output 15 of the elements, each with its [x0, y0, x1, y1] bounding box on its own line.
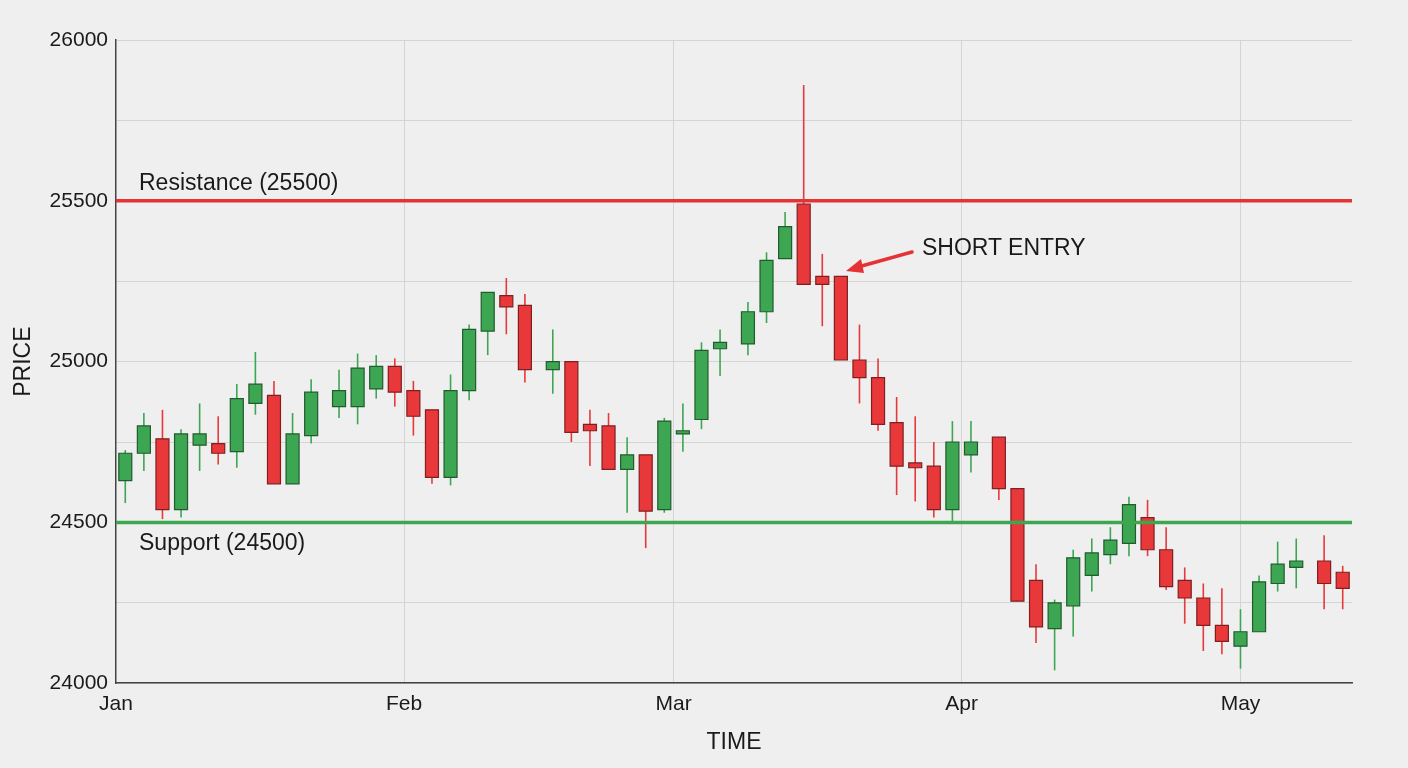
x-tick-label: Mar	[655, 690, 692, 714]
x-tick-label: Feb	[385, 690, 423, 714]
ref-line-label: Support (24500)	[139, 529, 306, 556]
x-tick-label: Jan	[99, 690, 133, 714]
y-tick-label: 25000	[49, 348, 108, 372]
y-tick-label: 24000	[49, 670, 108, 693]
y-axis-title: PRICE	[9, 326, 36, 397]
y-tick-label: 26000	[49, 26, 108, 50]
y-tick-label: 25500	[49, 187, 108, 211]
x-tick-label: Apr	[945, 690, 979, 714]
y-tick-label: 24500	[49, 509, 108, 533]
x-axis-title: TIME	[706, 727, 762, 754]
annotation: SHORT ENTRY	[922, 234, 1086, 261]
x-tick-label: May	[1220, 690, 1261, 714]
ref-line-label: Resistance (25500)	[139, 168, 339, 195]
